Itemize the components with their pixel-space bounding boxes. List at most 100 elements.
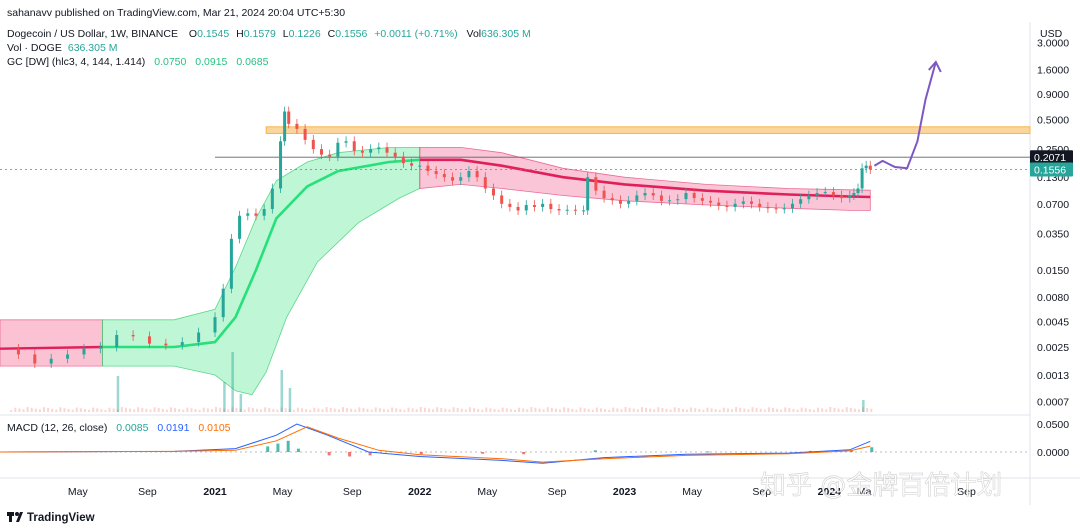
candle-body (651, 193, 655, 196)
volume-bar (165, 409, 168, 412)
volume-bar (96, 408, 99, 412)
time-tick-label: May (68, 486, 89, 498)
volume-bar (325, 407, 328, 412)
candle-body (426, 165, 430, 172)
volume-bar (518, 407, 521, 412)
time-tick-label: Ma (857, 486, 872, 498)
publisher-line: sahanavv published on TradingView.com, M… (7, 7, 345, 19)
candle-body (303, 128, 307, 140)
volume-bar (767, 407, 770, 412)
volume-bar (677, 408, 680, 412)
macd-signal-line (0, 426, 871, 463)
volume-bar (124, 407, 127, 412)
volume-bar (92, 407, 95, 412)
volume-bar (808, 409, 811, 412)
projection-arrow (873, 60, 942, 170)
volume-bar (419, 407, 422, 412)
candle-body (98, 346, 102, 349)
volume-bar (141, 407, 144, 412)
volume-bar (849, 407, 852, 412)
candle-body (254, 213, 258, 216)
volume-bar (530, 407, 533, 412)
macd-histogram-bar (348, 452, 352, 457)
volume-bars (10, 352, 873, 412)
macd-tick-label: 0.0000 (1037, 447, 1069, 459)
candle-body (725, 205, 729, 207)
volume-bar (526, 409, 529, 412)
candle-body (115, 335, 119, 347)
price-tick-label: 0.5000 (1037, 114, 1069, 126)
candle-body (549, 203, 553, 210)
candle-body (451, 177, 455, 181)
volume-bar (153, 407, 156, 412)
macd-histogram-bar (368, 452, 372, 456)
volume-bar (169, 407, 172, 412)
volume-bar (112, 408, 115, 412)
candle-body (401, 156, 405, 164)
volume-bar (800, 407, 803, 412)
volume-bar (632, 408, 635, 412)
volume-bar-spike (231, 352, 234, 412)
volume-bar (673, 407, 676, 412)
volume-bar (784, 407, 787, 412)
candle-body (610, 198, 614, 201)
macd-histogram-bar (266, 446, 270, 452)
volume-bar (513, 409, 516, 412)
candle-body (385, 147, 389, 153)
volume-bar (546, 407, 549, 412)
candle-body (840, 195, 844, 199)
channel-midline-early (0, 345, 103, 350)
symbol-title: Dogecoin / US Dollar, 1W, BINANCE (7, 28, 178, 40)
volume-bar (137, 407, 140, 412)
time-tick-label: Sep (752, 486, 771, 498)
volume-legend[interactable]: Vol · DOGE 636.305 M (7, 42, 117, 54)
candle-body (700, 198, 704, 201)
volume-bar (182, 409, 185, 412)
time-scale[interactable]: May Sep 2021 May Sep 2022 May Sep 2023 May Sep 2024… (68, 486, 976, 498)
volume-bar (83, 409, 86, 412)
volume-bar (272, 408, 275, 412)
time-tick-label: May (477, 486, 498, 498)
volume-bar (657, 407, 660, 412)
low-value: 0.1226 (289, 28, 321, 40)
currency-label[interactable]: USD (1040, 28, 1063, 40)
volume-bar (792, 408, 795, 412)
channel-band-red (419, 147, 871, 211)
price-tick-label: 0.0350 (1037, 229, 1069, 241)
volume-bar (550, 407, 553, 412)
macd-histogram-bar (593, 450, 597, 452)
volume-bar (731, 409, 734, 412)
volume-bar (837, 408, 840, 412)
volume-bar (100, 409, 103, 412)
candle-body (750, 201, 754, 204)
volume-bar (215, 407, 218, 412)
candle-body (823, 192, 827, 194)
volume-bar-spike (116, 376, 120, 412)
volume-bar (18, 408, 21, 412)
gc-legend[interactable]: GC [DW] (hlc3, 4, 144, 1.414) 0.0750 0.0… (7, 56, 269, 68)
candle-body (524, 205, 528, 211)
volume-bar (239, 408, 242, 412)
macd-histogram-bar (276, 443, 280, 452)
volume-bar (116, 409, 119, 412)
volume-bar (591, 409, 594, 412)
resistance-zone (0, 126, 1031, 170)
volume-bar (149, 409, 152, 412)
volume-bar (202, 407, 205, 412)
volume-bar (599, 408, 602, 412)
macd-line (0, 423, 871, 464)
volume-bar (575, 409, 578, 412)
volume-bar (194, 409, 197, 412)
volume-bar (346, 407, 349, 412)
macd-legend[interactable]: MACD (12, 26, close) 0.0085 0.0191 0.010… (7, 422, 231, 434)
candle-body (131, 335, 135, 337)
volume-bar (579, 407, 582, 412)
tradingview-logo-icon (7, 512, 23, 522)
volume-bar (104, 409, 107, 412)
time-tick-label: Sep (343, 486, 362, 498)
volume-bar (559, 409, 562, 412)
volume-bar (292, 409, 295, 412)
volume-bar (825, 409, 828, 412)
volume-bar (722, 407, 725, 412)
